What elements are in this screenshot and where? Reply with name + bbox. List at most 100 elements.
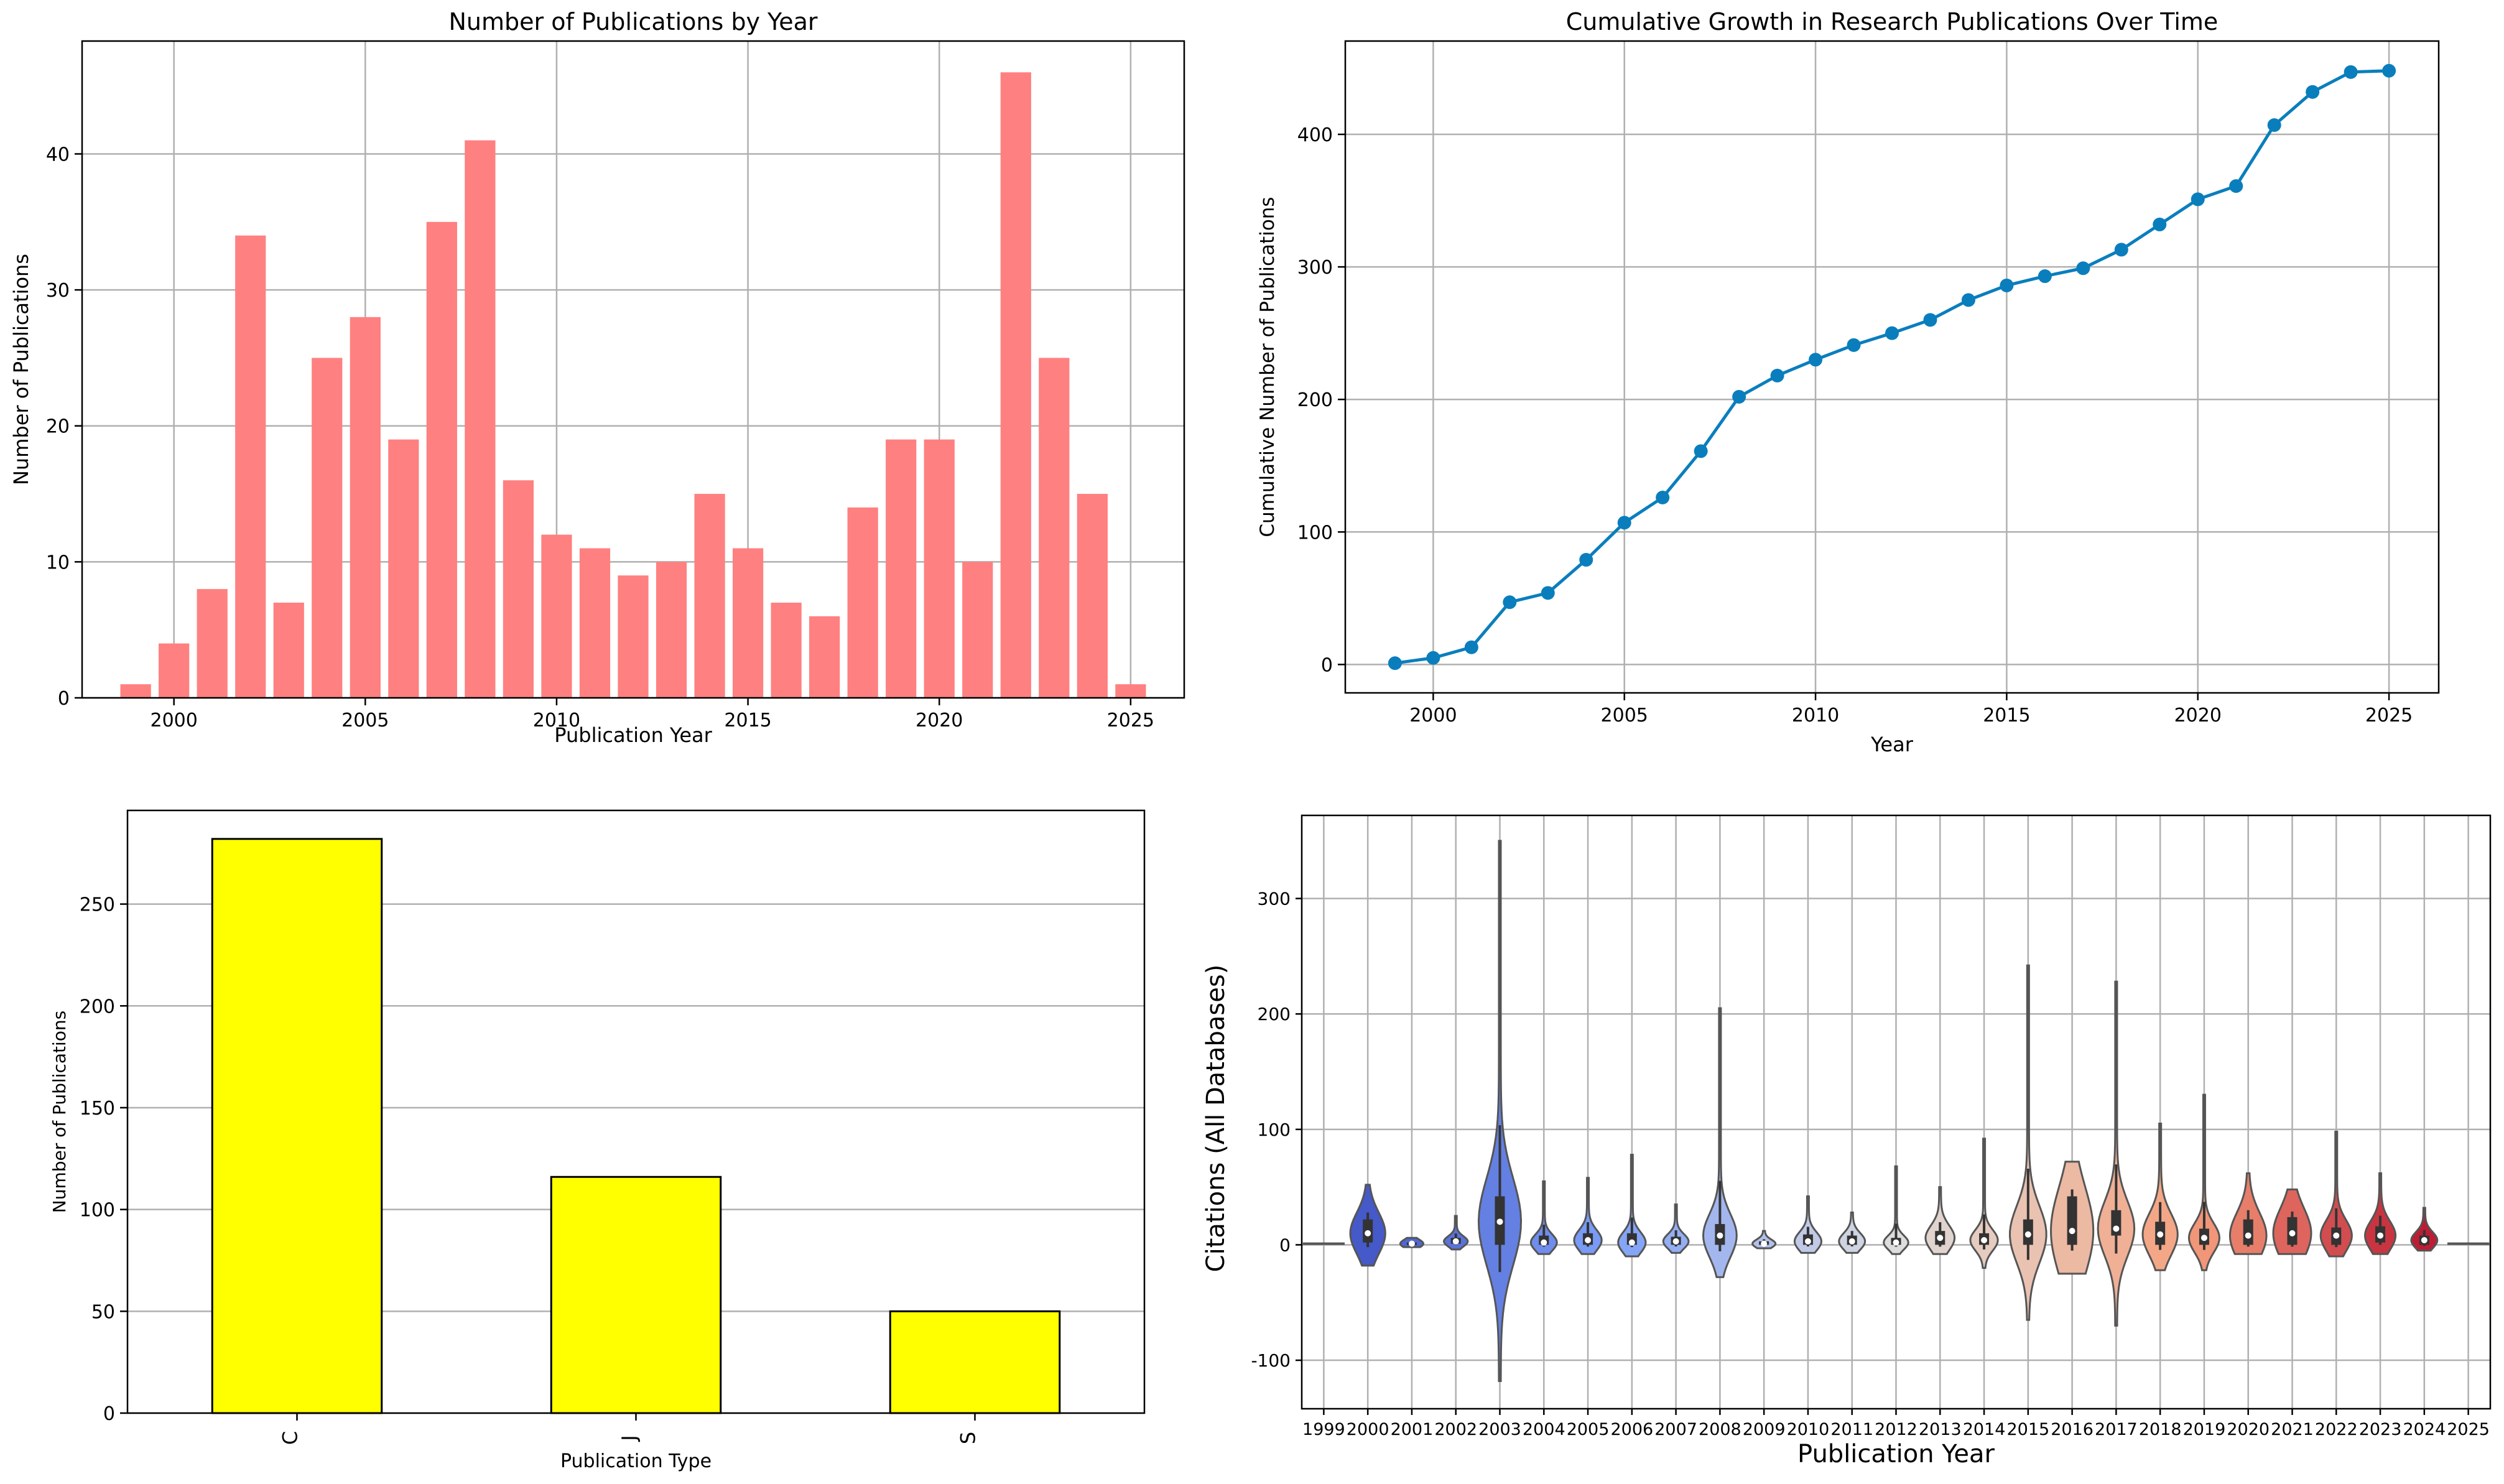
x-tick-label: 2010 <box>533 710 580 731</box>
x-tick-label: 2006 <box>1610 1420 1653 1439</box>
violin-2015 <box>2009 964 2047 1321</box>
data-point-2001 <box>1464 640 1478 654</box>
x-tick-label: 2020 <box>2174 705 2222 726</box>
x-tick-label: S <box>957 1432 980 1444</box>
violin-median-2005 <box>1585 1237 1592 1244</box>
bar-2014 <box>694 494 725 698</box>
x-tick-label: 2012 <box>1875 1420 1917 1439</box>
y-tick-label: 0 <box>1321 654 1333 676</box>
data-point-2010 <box>1809 353 1823 367</box>
chart-canvas: 2000 2005 2010 2015 2020 2025 0 100 200 300 400 Cum… <box>1256 8 2440 756</box>
data-point-2003 <box>1541 586 1555 600</box>
bar-type-S <box>889 1310 1061 1414</box>
bar-2002 <box>235 235 266 698</box>
violin-iqr-box-2016 <box>2067 1196 2077 1245</box>
x-tick-label: 2019 <box>2183 1420 2226 1439</box>
violin-median-2022 <box>2333 1232 2340 1239</box>
violin-median-2002 <box>1452 1238 1459 1245</box>
bar-2007 <box>426 221 457 698</box>
bar-type-J <box>550 1176 722 1414</box>
x-tick-label: 2024 <box>2403 1420 2446 1439</box>
data-point-1999 <box>1388 656 1402 670</box>
y-tick-label: 30 <box>46 280 70 302</box>
y-tick-label: -100 <box>1251 1350 1291 1371</box>
data-point-2002 <box>1503 595 1517 610</box>
data-point-2025 <box>2382 63 2396 78</box>
x-axis-label: Year <box>1870 733 1914 756</box>
x-tick-label: 2015 <box>2006 1420 2049 1439</box>
x-tick-label: 2011 <box>1830 1420 1873 1439</box>
y-tick-label: 250 <box>80 894 115 916</box>
bar-2025 <box>1115 684 1146 698</box>
y-tick-label: 100 <box>1258 1120 1291 1140</box>
line-chart-cumulative-growth: 2000 2005 2010 2015 2020 2025 0 100 200 300 400 Cum… <box>1252 0 2504 756</box>
y-tick-label: 20 <box>46 416 70 438</box>
x-tick-label: 2013 <box>1919 1420 1962 1439</box>
x-tick-label: 2010 <box>1787 1420 1830 1439</box>
x-tick-label: 2014 <box>1963 1420 2006 1439</box>
y-axis-label: Cumulative Number of Publications <box>1256 197 1279 537</box>
y-tick-label: 300 <box>1258 889 1291 909</box>
chart-canvas: 1999 2000 2001 2002 2003 2004 2005 2006 2007 2008… <box>1202 814 2492 1468</box>
cumulative-series-line <box>1394 69 2390 665</box>
violin-2008 <box>1702 1007 1738 1278</box>
violin-median-2015 <box>2024 1231 2031 1238</box>
data-point-2005 <box>1617 516 1631 530</box>
y-tick-label: 150 <box>80 1098 115 1120</box>
bar-2018 <box>847 507 878 698</box>
x-tick-label: 2005 <box>1567 1420 1610 1439</box>
violin-2004 <box>1529 1180 1558 1255</box>
y-tick-label: 0 <box>1279 1235 1291 1255</box>
violin-median-2011 <box>1848 1238 1855 1245</box>
violin-2003 <box>1477 840 1523 1382</box>
plot-frame <box>1344 40 2440 694</box>
y-tick-label: 100 <box>1297 522 1333 544</box>
violin-2005 <box>1573 1177 1603 1255</box>
bar-2004 <box>312 358 343 698</box>
x-tick-label: 2018 <box>2139 1420 2182 1439</box>
x-tick-label: 2017 <box>2095 1420 2138 1439</box>
data-point-2006 <box>1656 490 1670 504</box>
x-tick-label: 2008 <box>1699 1420 1741 1439</box>
x-tick-label: 2005 <box>1601 705 1648 726</box>
x-tick-label: 2009 <box>1743 1420 1786 1439</box>
bar-2008 <box>465 140 496 698</box>
violin-2012 <box>1883 1165 1909 1255</box>
data-point-2019 <box>2153 217 2167 231</box>
violin-median-2000 <box>1365 1230 1371 1236</box>
violin-2018 <box>2141 1123 2179 1271</box>
x-tick-label: 2025 <box>2447 1420 2490 1439</box>
violin-median-2019 <box>2200 1235 2207 1241</box>
y-tick-label: 200 <box>1258 1004 1291 1024</box>
x-tick-label: 2000 <box>1347 1420 1389 1439</box>
violin-2006 <box>1617 1154 1647 1258</box>
x-tick-label: 2010 <box>1792 705 1839 726</box>
x-tick-label: 2000 <box>150 710 197 731</box>
data-point-2011 <box>1847 338 1861 352</box>
y-tick-label: 100 <box>80 1200 115 1222</box>
y-axis-label: Citations (All Databases) <box>1202 965 1230 1273</box>
violin-median-2021 <box>2289 1230 2296 1236</box>
bar-2009 <box>503 480 534 698</box>
x-tick-label: 2020 <box>2227 1420 2270 1439</box>
bar-2000 <box>159 643 190 698</box>
violin-2007 <box>1662 1203 1690 1254</box>
violin-2017 <box>2097 980 2136 1327</box>
bar-2010 <box>541 534 572 698</box>
violin-median-2003 <box>1496 1218 1503 1225</box>
violin-median-2012 <box>1893 1239 1899 1246</box>
plot-frame <box>81 40 1185 699</box>
violin-median-2004 <box>1541 1239 1547 1246</box>
bar-2005 <box>350 317 381 698</box>
violin-2013 <box>1924 1186 1956 1255</box>
data-point-2022 <box>2267 118 2281 132</box>
y-tick-label: 200 <box>1297 389 1333 411</box>
y-tick-label: 200 <box>80 996 115 1018</box>
violin-iqr-box-2017 <box>2111 1210 2121 1236</box>
x-axis-label: Publication Year <box>1797 1440 1995 1468</box>
bar-2012 <box>618 575 649 698</box>
violin-chart-citations-by-year: 1999 2000 2001 2002 2003 2004 2005 2006 2007 2008… <box>1202 742 2504 1484</box>
bar-2017 <box>809 616 840 698</box>
bar-1999 <box>120 684 151 698</box>
violin-median-2013 <box>1937 1235 1944 1241</box>
